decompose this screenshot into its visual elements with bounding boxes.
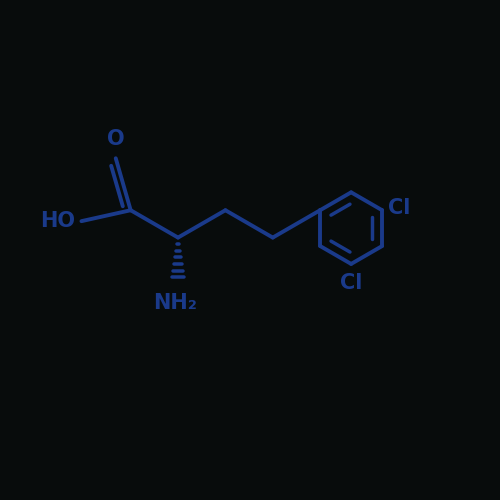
Text: Cl: Cl <box>340 273 362 293</box>
Text: Cl: Cl <box>388 198 410 218</box>
Text: HO: HO <box>40 211 76 231</box>
Text: O: O <box>107 130 124 150</box>
Text: NH₂: NH₂ <box>154 293 198 313</box>
